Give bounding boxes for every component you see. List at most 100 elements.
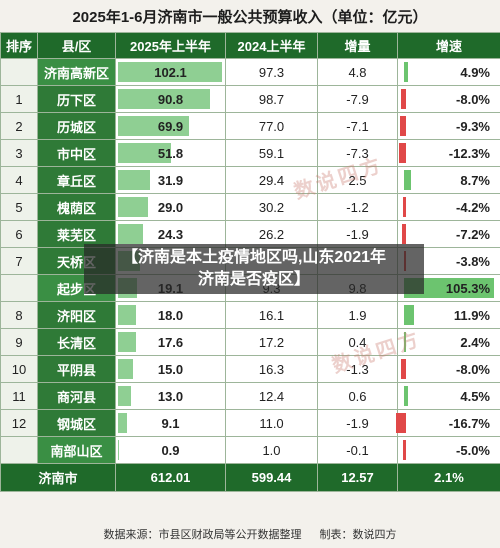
revenue-2024-cell: 29.4 — [225, 166, 318, 194]
growth-value: -5.0% — [456, 442, 490, 458]
header-district: 县/区 — [37, 32, 116, 59]
district-cell: 长清区 — [37, 328, 116, 356]
rank-cell: 4 — [0, 166, 38, 194]
rank-cell — [0, 274, 38, 302]
revenue-2025-cell: 31.9 — [115, 166, 226, 194]
rank-cell: 6 — [0, 220, 38, 248]
increment-cell: 4.8 — [317, 58, 398, 86]
growth-bar — [399, 143, 406, 163]
increment-cell: -0.1 — [317, 436, 398, 464]
rank-cell: 10 — [0, 355, 38, 383]
overlay-banner[interactable]: 【济南是本土疫情地区吗,山东2021年 济南是否疫区】 — [84, 244, 424, 294]
total-increment: 12.57 — [317, 463, 398, 492]
table-title: 2025年1-6月济南市一般公共预算收入（单位：亿元） — [0, 0, 500, 32]
growth-bar — [404, 278, 494, 298]
growth-cell: -9.3% — [397, 112, 500, 140]
growth-cell: -8.0% — [397, 355, 500, 383]
total-row: 济南市 612.01 599.44 12.57 2.1% — [0, 463, 500, 492]
increment-cell: -1.9 — [317, 220, 398, 248]
growth-cell: -8.0% — [397, 85, 500, 113]
growth-value: 8.7% — [460, 172, 490, 188]
rank-cell: 7 — [0, 247, 38, 275]
total-growth: 2.1% — [397, 463, 500, 492]
revenue-2024-cell: 59.1 — [225, 139, 318, 167]
district-cell: 莱芜区 — [37, 220, 116, 248]
revenue-2025-cell: 51.8 — [115, 139, 226, 167]
increment-cell: -7.3 — [317, 139, 398, 167]
rank-cell — [0, 58, 38, 86]
total-label: 济南市 — [0, 463, 116, 492]
revenue-bar — [118, 413, 127, 433]
growth-value: 11.9% — [453, 307, 490, 323]
rank-cell: 2 — [0, 112, 38, 140]
growth-value: -3.8% — [456, 253, 490, 269]
revenue-2025-value: 15.0 — [157, 361, 184, 377]
table-row: 6 莱芜区 24.3 26.2 -1.9 -7.2% — [0, 220, 500, 248]
footer-maker: 制表：数说四方 — [319, 529, 397, 541]
growth-value: -12.3% — [448, 145, 490, 161]
growth-cell: 8.7% — [397, 166, 500, 194]
district-cell: 济阳区 — [37, 301, 116, 329]
table-row: 10 平阴县 15.0 16.3 -1.3 -8.0% — [0, 355, 500, 383]
growth-bar — [403, 440, 406, 460]
revenue-2025-cell: 17.6 — [115, 328, 226, 356]
table-row: 3 市中区 51.8 59.1 -7.3 -12.3% — [0, 139, 500, 167]
table-row: 12 钢城区 9.1 11.0 -1.9 -16.7% — [0, 409, 500, 437]
district-cell: 槐荫区 — [37, 193, 116, 221]
revenue-bar — [118, 386, 131, 406]
revenue-bar — [118, 359, 133, 379]
revenue-2024-cell: 11.0 — [225, 409, 318, 437]
growth-cell: -12.3% — [397, 139, 500, 167]
revenue-2025-cell: 0.9 — [115, 436, 226, 464]
revenue-2025-value: 102.1 — [154, 64, 187, 80]
rank-cell: 9 — [0, 328, 38, 356]
table-row: 5 槐荫区 29.0 30.2 -1.2 -4.2% — [0, 193, 500, 221]
growth-cell: 2.4% — [397, 328, 500, 356]
revenue-2024-cell: 98.7 — [225, 85, 318, 113]
growth-value: -7.2% — [456, 226, 490, 242]
banner-line-2: 济南是否疫区】 — [197, 271, 310, 288]
district-cell: 平阴县 — [37, 355, 116, 383]
growth-cell: 4.5% — [397, 382, 500, 410]
district-cell: 章丘区 — [37, 166, 116, 194]
total-2024: 599.44 — [225, 463, 318, 492]
revenue-2024-cell: 1.0 — [225, 436, 318, 464]
revenue-bar — [118, 224, 143, 244]
growth-bar — [404, 62, 408, 82]
revenue-2025-cell: 24.3 — [115, 220, 226, 248]
revenue-2025-value: 13.0 — [157, 388, 184, 404]
header-row: 排序 县/区 2025年上半年 2024上半年 增量 增速 — [0, 32, 500, 59]
district-cell: 南部山区 — [37, 436, 116, 464]
increment-cell: -1.3 — [317, 355, 398, 383]
growth-cell: -4.2% — [397, 193, 500, 221]
revenue-2025-cell: 18.0 — [115, 301, 226, 329]
table-row: 济南高新区 102.1 97.3 4.8 4.9% — [0, 58, 500, 86]
district-cell: 历下区 — [37, 85, 116, 113]
growth-cell: 11.9% — [397, 301, 500, 329]
revenue-2025-cell: 9.1 — [115, 409, 226, 437]
revenue-2025-value: 51.8 — [157, 145, 184, 161]
growth-value: 4.5% — [460, 388, 490, 404]
revenue-2025-cell: 15.0 — [115, 355, 226, 383]
header-increment: 增量 — [317, 32, 398, 59]
rank-cell: 1 — [0, 85, 38, 113]
revenue-bar — [118, 89, 210, 109]
growth-value: -16.7% — [448, 415, 490, 431]
table-row: 11 商河县 13.0 12.4 0.6 4.5% — [0, 382, 500, 410]
growth-bar — [401, 359, 406, 379]
growth-bar — [396, 413, 406, 433]
growth-cell: -5.0% — [397, 436, 500, 464]
increment-cell: 2.5 — [317, 166, 398, 194]
growth-bar — [404, 305, 414, 325]
table-row: 1 历下区 90.8 98.7 -7.9 -8.0% — [0, 85, 500, 113]
table-row: 2 历城区 69.9 77.0 -7.1 -9.3% — [0, 112, 500, 140]
revenue-bar — [118, 170, 150, 190]
rank-cell — [0, 436, 38, 464]
table-row: 8 济阳区 18.0 16.1 1.9 11.9% — [0, 301, 500, 329]
revenue-2025-value: 69.9 — [157, 118, 184, 134]
growth-cell: -16.7% — [396, 409, 500, 437]
growth-bar — [401, 89, 406, 109]
header-2024: 2024上半年 — [225, 32, 318, 59]
increment-cell: -1.2 — [317, 193, 398, 221]
revenue-bar — [118, 143, 171, 163]
